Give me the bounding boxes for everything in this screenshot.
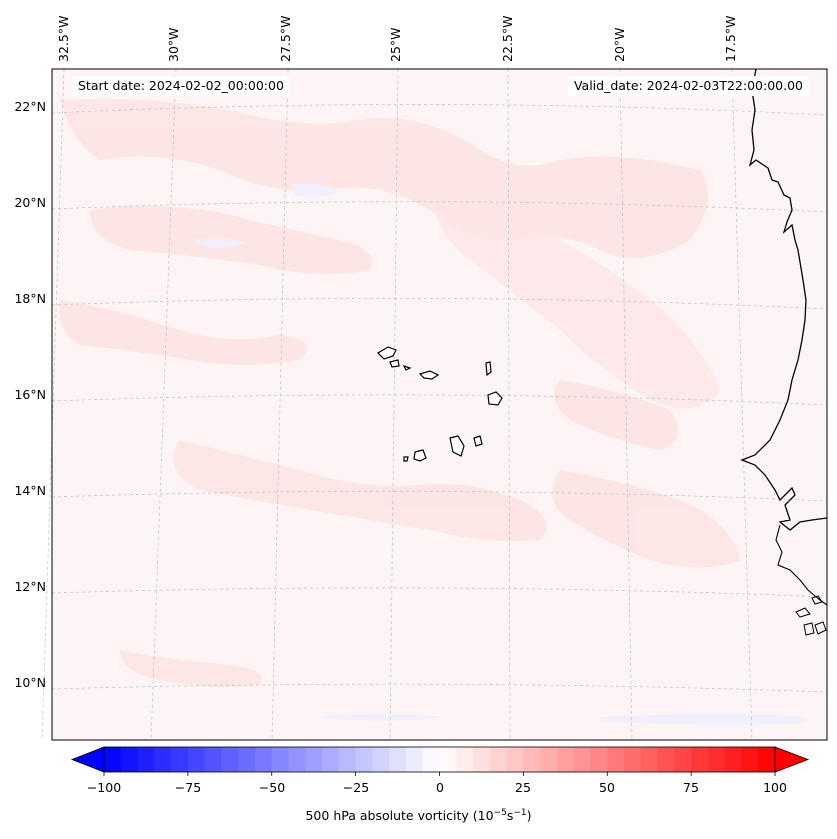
cbar-tick-minus50: −50 xyxy=(258,780,286,795)
colorbar-segment xyxy=(238,747,256,772)
lat-label-12n: 12°N xyxy=(14,579,46,594)
cbar-tick-minus100: −100 xyxy=(86,780,122,795)
colorbar-segment xyxy=(154,747,172,772)
colorbar-segment xyxy=(204,747,223,772)
lon-label-25w: 25°W xyxy=(388,27,403,62)
lon-label-32-5w: 32.5°W xyxy=(56,15,71,62)
colorbar-label: 500 hPa absolute vorticity (10−5s−1) xyxy=(305,808,532,824)
lat-label-14n: 14°N xyxy=(14,483,46,498)
colorbar-segment xyxy=(288,747,306,772)
lat-label-16n: 16°N xyxy=(14,387,46,402)
colorbar-segment xyxy=(355,747,373,772)
map-frame xyxy=(51,68,828,741)
lat-label-22n: 22°N xyxy=(14,99,46,114)
colorbar-segment xyxy=(523,747,541,772)
africa-coastline xyxy=(740,68,828,531)
gridlines xyxy=(41,68,828,741)
colorbar-segment xyxy=(724,747,743,772)
cbar-tick-25: 25 xyxy=(515,780,531,795)
guinea-bissau-islands xyxy=(795,595,827,636)
lon-label-30w: 30°W xyxy=(166,27,181,62)
colorbar-segment xyxy=(657,747,675,772)
colorbar-segment xyxy=(573,747,592,772)
colorbar-segment xyxy=(590,747,608,772)
colorbar-segment xyxy=(758,747,776,772)
lon-label-22-5w: 22.5°W xyxy=(500,15,515,62)
cbar-tick-100: 100 xyxy=(763,780,787,795)
start-date-label: Start date: 2024-02-02_00:00:00 xyxy=(72,76,290,96)
colorbar-segment xyxy=(405,747,424,772)
colorbar-segment xyxy=(540,747,558,772)
senegal-coast xyxy=(775,524,828,606)
colorbar-segment xyxy=(221,747,239,772)
cbar-tick-50: 50 xyxy=(599,780,615,795)
colorbar-segment xyxy=(640,747,659,772)
colorbar-segment xyxy=(456,747,474,772)
colorbar-segment xyxy=(372,747,390,772)
colorbar xyxy=(70,746,810,776)
colorbar-segment xyxy=(322,747,340,772)
vorticity-field xyxy=(59,98,740,687)
lat-label-18n: 18°N xyxy=(14,291,46,306)
lat-label-20n: 20°N xyxy=(14,195,46,210)
colorbar-segment xyxy=(120,747,139,772)
colorbar-segment xyxy=(741,747,759,772)
colorbar-segment xyxy=(607,747,625,772)
lon-label-17-5w: 17.5°W xyxy=(723,15,738,62)
colorbar-segment xyxy=(137,747,155,772)
lon-label-27-5w: 27.5°W xyxy=(278,15,293,62)
colorbar-segment xyxy=(473,747,491,772)
colorbar-segment xyxy=(422,747,441,772)
colorbar-segment xyxy=(305,747,323,772)
colorbar-segment xyxy=(171,747,189,772)
colorbar-segment xyxy=(707,747,726,772)
colorbar-segment xyxy=(271,747,290,772)
colorbar-segment xyxy=(389,747,407,772)
colorbar-segment xyxy=(691,747,709,772)
vorticity-field-negative xyxy=(190,183,805,725)
colorbar-segment xyxy=(104,747,122,772)
cbar-tick-75: 75 xyxy=(683,780,699,795)
colorbar-extend-max xyxy=(774,746,810,773)
colorbar-segment xyxy=(439,747,457,772)
colorbar-segment xyxy=(489,747,508,772)
colorbar-segment xyxy=(624,747,642,772)
valid-date-label: Valid_date: 2024-02-03T22:00:00.00 xyxy=(567,76,809,96)
cbar-tick-minus25: −25 xyxy=(342,780,370,795)
cbar-tick-0: 0 xyxy=(436,780,444,795)
colorbar-segment xyxy=(254,747,273,772)
colorbar-extend-min xyxy=(70,746,105,773)
cbar-tick-minus75: −75 xyxy=(174,780,202,795)
colorbar-segment xyxy=(674,747,692,772)
colorbar-segment xyxy=(506,747,524,772)
colorbar-segment xyxy=(556,747,575,772)
lon-label-20w: 20°W xyxy=(612,27,627,62)
lat-label-10n: 10°N xyxy=(14,675,46,690)
colorbar-segment xyxy=(338,747,357,772)
colorbar-segment xyxy=(187,747,206,772)
cape-verde-islands xyxy=(377,346,503,462)
